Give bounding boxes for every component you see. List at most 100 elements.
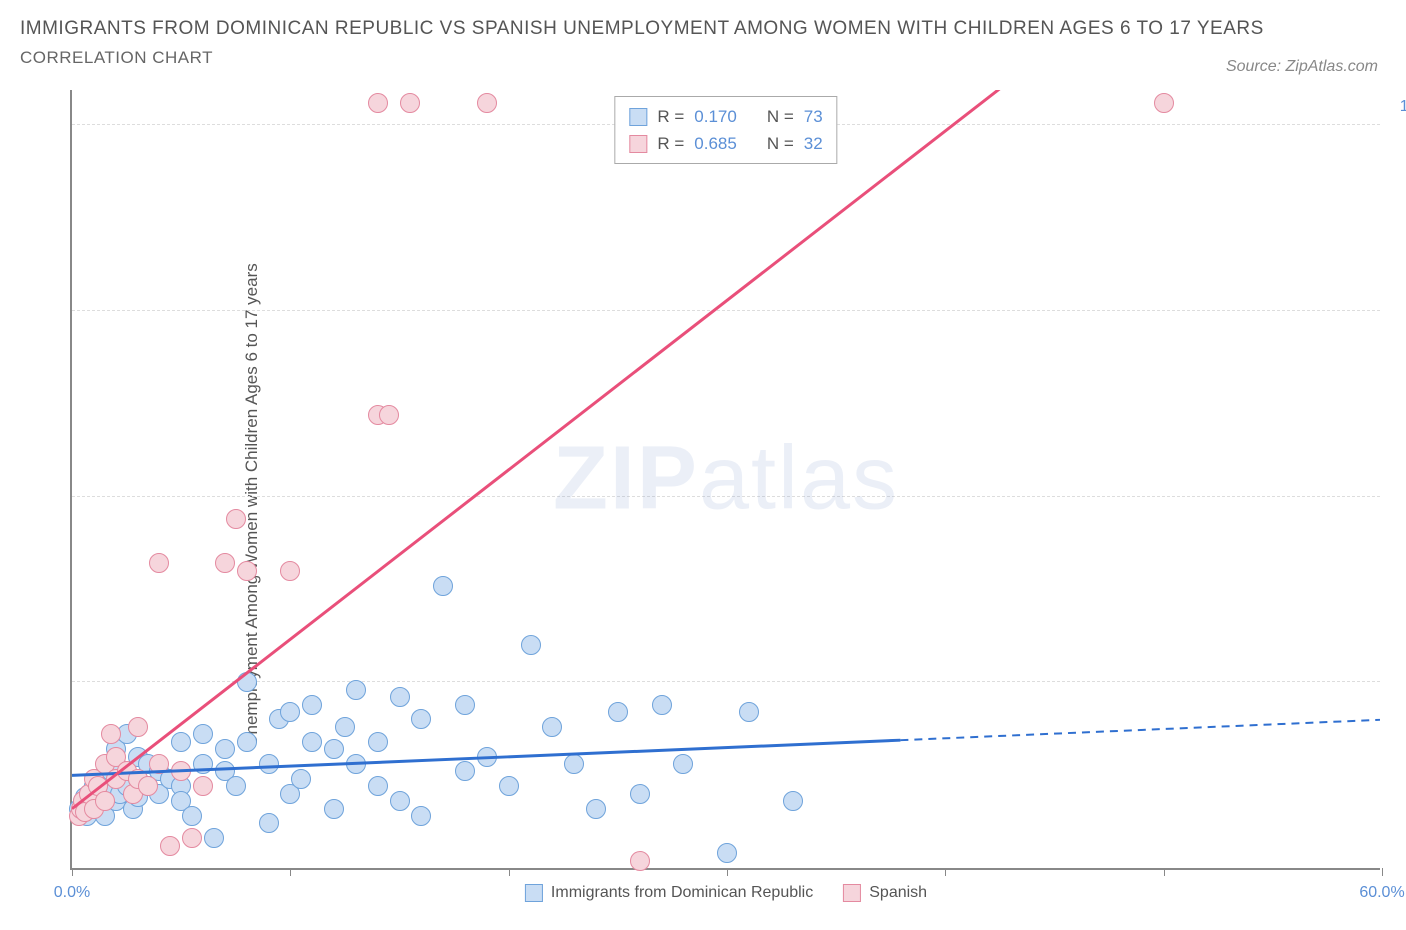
- stat-n-label: N =: [767, 103, 794, 130]
- legend-swatch: [629, 135, 647, 153]
- scatter-point: [368, 776, 388, 796]
- legend-swatch: [525, 884, 543, 902]
- trend-lines: [72, 90, 1380, 868]
- watermark: ZIPatlas: [553, 428, 899, 531]
- scatter-point: [411, 806, 431, 826]
- scatter-point: [101, 724, 121, 744]
- scatter-point: [259, 813, 279, 833]
- scatter-point: [237, 672, 257, 692]
- scatter-point: [630, 851, 650, 871]
- scatter-point: [128, 717, 148, 737]
- scatter-point: [138, 776, 158, 796]
- scatter-point: [95, 791, 115, 811]
- x-tick: [1164, 868, 1165, 876]
- scatter-point: [324, 799, 344, 819]
- legend-label: Spanish: [869, 884, 927, 902]
- scatter-point: [302, 732, 322, 752]
- scatter-point: [171, 761, 191, 781]
- legend-label: Immigrants from Dominican Republic: [551, 884, 813, 902]
- scatter-point: [237, 732, 257, 752]
- scatter-point: [182, 828, 202, 848]
- x-tick: [945, 868, 946, 876]
- scatter-point: [630, 784, 650, 804]
- scatter-point: [171, 732, 191, 752]
- x-tick: [509, 868, 510, 876]
- stat-r-label: R =: [657, 130, 684, 157]
- scatter-point: [149, 553, 169, 573]
- scatter-point: [455, 761, 475, 781]
- x-tick: [72, 868, 73, 876]
- legend-swatch: [629, 108, 647, 126]
- scatter-point: [226, 509, 246, 529]
- scatter-point: [499, 776, 519, 796]
- scatter-point: [673, 754, 693, 774]
- gridline-h: [72, 681, 1380, 682]
- legend-item: Spanish: [843, 884, 927, 902]
- x-tick-label: 0.0%: [54, 884, 90, 902]
- y-tick-label: 100.0%: [1400, 98, 1406, 116]
- scatter-point: [390, 687, 410, 707]
- scatter-point: [280, 561, 300, 581]
- scatter-point: [193, 724, 213, 744]
- scatter-point: [379, 405, 399, 425]
- scatter-point: [226, 776, 246, 796]
- scatter-point: [368, 93, 388, 113]
- scatter-point: [652, 695, 672, 715]
- x-tick-label: 60.0%: [1359, 884, 1404, 902]
- legend-item: Immigrants from Dominican Republic: [525, 884, 813, 902]
- scatter-point: [477, 747, 497, 767]
- scatter-point: [477, 93, 497, 113]
- scatter-point: [193, 776, 213, 796]
- x-tick: [727, 868, 728, 876]
- scatter-point: [783, 791, 803, 811]
- chart-title: IMMIGRANTS FROM DOMINICAN REPUBLIC VS SP…: [20, 18, 1386, 40]
- scatter-point: [302, 695, 322, 715]
- legend-swatch: [843, 884, 861, 902]
- stat-n-value: 32: [804, 130, 823, 157]
- scatter-point: [149, 754, 169, 774]
- stat-r-label: R =: [657, 103, 684, 130]
- series-legend: Immigrants from Dominican Republic Spanis…: [525, 884, 927, 902]
- scatter-point: [335, 717, 355, 737]
- scatter-point: [193, 754, 213, 774]
- scatter-point: [586, 799, 606, 819]
- scatter-point: [542, 717, 562, 737]
- chart-subtitle: CORRELATION CHART: [20, 48, 1386, 68]
- trend-line-dashed: [900, 720, 1380, 740]
- scatter-point: [564, 754, 584, 774]
- stat-r-value: 0.685: [694, 130, 737, 157]
- watermark-zip: ZIP: [553, 429, 699, 529]
- scatter-point: [433, 576, 453, 596]
- source-attribution: Source: ZipAtlas.com: [1226, 58, 1378, 76]
- stats-legend: R = 0.170 N = 73R = 0.685 N = 32: [614, 96, 837, 164]
- scatter-point: [324, 739, 344, 759]
- scatter-point: [215, 739, 235, 759]
- stat-n-value: 73: [804, 103, 823, 130]
- scatter-point: [346, 680, 366, 700]
- scatter-point: [608, 702, 628, 722]
- scatter-point: [204, 828, 224, 848]
- scatter-point: [346, 754, 366, 774]
- stats-legend-row: R = 0.170 N = 73: [629, 103, 822, 130]
- scatter-point: [182, 806, 202, 826]
- stat-r-value: 0.170: [694, 103, 737, 130]
- scatter-point: [259, 754, 279, 774]
- x-tick: [1382, 868, 1383, 876]
- chart-container: Unemployment Among Women with Children A…: [0, 80, 1406, 930]
- scatter-point: [368, 732, 388, 752]
- plot-area: ZIPatlas R =0.170N =73R =0.685N =32 Immi…: [70, 90, 1380, 870]
- x-tick: [290, 868, 291, 876]
- scatter-point: [160, 836, 180, 856]
- scatter-point: [521, 635, 541, 655]
- scatter-point: [1154, 93, 1174, 113]
- scatter-point: [390, 791, 410, 811]
- scatter-point: [411, 709, 431, 729]
- stats-legend-row: R =0.685N =32: [629, 130, 822, 157]
- scatter-point: [215, 553, 235, 573]
- scatter-point: [400, 93, 420, 113]
- scatter-point: [739, 702, 759, 722]
- scatter-point: [280, 702, 300, 722]
- scatter-point: [291, 769, 311, 789]
- trend-line: [72, 90, 1380, 809]
- scatter-point: [455, 695, 475, 715]
